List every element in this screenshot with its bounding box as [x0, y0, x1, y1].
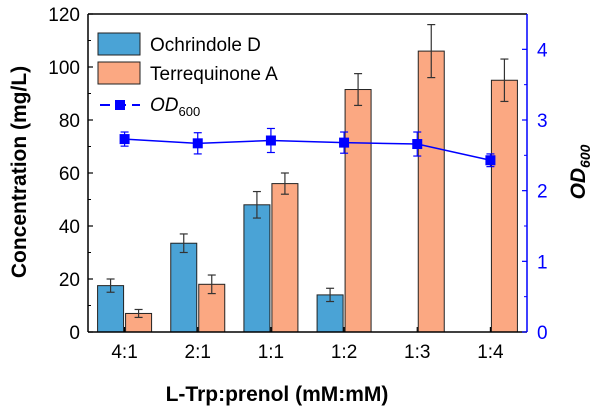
- y-axis-title: Concentration (mg/L): [8, 66, 31, 278]
- plot-area: 0 20 40 60 80 100 120 0 1 2 3 4 4:1 2:1 1:1 1:2 1:3 1:4: [48, 5, 548, 363]
- legend: Ochrindole D Terrequinone A OD600: [97, 32, 278, 119]
- x-tick-label: 1:3: [404, 342, 430, 363]
- x-axis-title: L-Trp:prenol (mM:mM): [166, 383, 389, 406]
- bar-terrequinone: [271, 183, 299, 333]
- bar-terrequinone: [344, 89, 372, 333]
- legend-label-od: OD600: [150, 95, 200, 119]
- x-tick-label: 4:1: [111, 342, 137, 363]
- legend-label-od-sub: 600: [179, 104, 201, 119]
- legend-marker-od: [115, 100, 125, 110]
- od-point: [192, 138, 203, 149]
- bar-ochrindole: [243, 204, 271, 333]
- od-point: [485, 155, 496, 166]
- legend-label-terrequinone: Terrequinone A: [150, 64, 278, 85]
- x-tick-label: 2:1: [185, 342, 211, 363]
- od-point: [265, 135, 276, 146]
- legend-label-ochrindole: Ochrindole D: [150, 35, 261, 56]
- x-tick-label: 1:2: [331, 342, 357, 363]
- y-tick-label: 0: [69, 323, 80, 344]
- bar-ochrindole: [97, 285, 125, 333]
- bar-terrequinone: [417, 50, 445, 333]
- x-tick-label: 1:4: [477, 342, 504, 363]
- y-tick-label: 20: [59, 270, 80, 291]
- od-series-line: [124, 138, 491, 162]
- y2-axis-title-sub: 600: [577, 144, 593, 168]
- y-tick-label: 100: [48, 58, 80, 79]
- y2-tick-label: 1: [537, 252, 548, 273]
- od-point: [339, 137, 350, 148]
- od-point: [119, 134, 130, 145]
- y2-tick-label: 2: [537, 182, 548, 203]
- legend-swatch-terrequinone: [97, 61, 141, 85]
- y2-axis-title: OD600: [567, 144, 593, 199]
- y2-tick-label: 4: [537, 40, 548, 61]
- y-tick-label: 60: [59, 164, 80, 185]
- y2-tick-label: 0: [537, 323, 548, 344]
- x-tick-label: 1:1: [258, 342, 284, 363]
- y2-tick-label: 3: [537, 111, 548, 132]
- legend-swatch-ochrindole: [97, 32, 141, 56]
- y2-axis-title-main: OD: [567, 168, 590, 200]
- y-tick-label: 80: [59, 111, 80, 132]
- y-tick-label: 40: [59, 217, 80, 238]
- bar-ochrindole: [170, 242, 198, 333]
- bar-terrequinone: [490, 79, 518, 333]
- legend-label-od-main: OD: [150, 95, 179, 116]
- y-tick-label: 120: [48, 5, 80, 26]
- od-point: [412, 139, 423, 150]
